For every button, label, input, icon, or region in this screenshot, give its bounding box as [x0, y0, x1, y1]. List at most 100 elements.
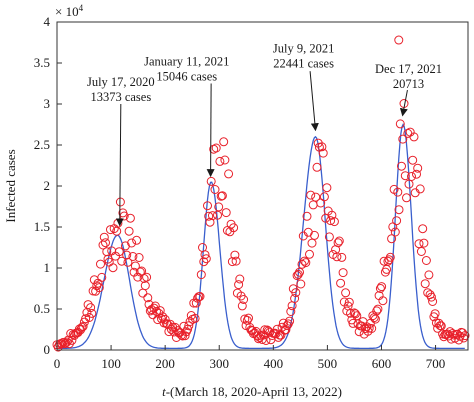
observed-point	[326, 216, 336, 226]
observed-point	[139, 274, 149, 283]
observed-point	[99, 232, 109, 242]
observed-point	[135, 267, 145, 277]
observed-point	[140, 281, 150, 291]
observed-point	[183, 324, 193, 334]
observed-point	[208, 211, 217, 221]
observed-point	[86, 303, 96, 313]
annotation-text: January 11, 2021	[144, 54, 229, 68]
y-tick-label: 1.5	[34, 219, 50, 234]
observed-point	[296, 279, 306, 289]
observed-point	[412, 169, 421, 179]
observed-point	[312, 162, 322, 172]
observed-point	[134, 253, 144, 262]
observed-point	[128, 252, 138, 261]
annotation-text: July 17, 2020	[87, 75, 155, 89]
observed-point	[290, 294, 300, 303]
observed-point	[203, 201, 212, 211]
observed-point	[142, 272, 152, 282]
observed-point	[87, 308, 97, 318]
observed-point	[310, 230, 319, 240]
observed-point	[191, 298, 201, 308]
observed-point	[301, 258, 311, 268]
observed-point	[78, 322, 88, 331]
x-tick-label: 700	[426, 356, 446, 371]
observed-point	[180, 331, 190, 341]
observed-point	[108, 263, 118, 273]
observed-point	[235, 274, 245, 284]
observed-point	[305, 249, 314, 259]
x-tick-label: 0	[54, 356, 61, 371]
observed-point	[346, 308, 355, 318]
observed-point	[77, 322, 87, 332]
observed-point	[341, 288, 351, 298]
x-tick-label: 600	[372, 356, 392, 371]
observed-point	[285, 316, 295, 326]
observed-point	[138, 288, 148, 298]
x-tick-label: 400	[264, 356, 284, 371]
observed-point	[239, 295, 249, 304]
observed-point	[231, 256, 241, 266]
observed-point	[196, 270, 206, 280]
observed-point	[398, 134, 408, 144]
observed-point	[160, 314, 170, 324]
x-tick-label: 500	[318, 356, 338, 371]
observed-point	[97, 272, 107, 282]
observed-point	[336, 278, 346, 288]
x-tick-label: 100	[101, 356, 121, 371]
observed-point	[392, 216, 402, 226]
y-tick-label: 4	[44, 14, 51, 29]
observed-point	[375, 284, 385, 293]
annotation-arrow	[115, 103, 124, 227]
observed-point	[372, 306, 382, 316]
observed-point	[291, 288, 301, 298]
observed-point	[302, 211, 312, 221]
annotation-text: 13373 cases	[90, 90, 151, 104]
observed-point	[324, 232, 334, 242]
fitted-series-line	[57, 123, 465, 350]
annotation-arrow	[206, 83, 215, 178]
observed-point	[190, 313, 200, 323]
annotation-text: July 9, 2021	[273, 41, 334, 55]
observed-point	[311, 192, 321, 202]
observed-point	[460, 331, 470, 341]
observed-point	[367, 324, 377, 333]
observed-point	[113, 218, 123, 228]
observed-point	[122, 250, 132, 260]
x-axis-title: t-(March 18, 2020-April 13, 2022)	[162, 384, 342, 399]
y-axis-title: Infected cases	[3, 149, 18, 222]
annotation-arrow	[399, 89, 408, 117]
observed-point	[458, 328, 467, 338]
observed-points-layer	[52, 35, 470, 352]
observed-point	[407, 172, 416, 181]
observed-point	[193, 293, 203, 303]
observed-point	[224, 169, 234, 179]
observed-point-outlier	[394, 35, 404, 45]
observed-point	[378, 296, 388, 306]
observed-point	[217, 191, 227, 201]
observed-point	[385, 252, 395, 262]
observed-point	[426, 292, 436, 302]
exponent-base: × 10	[55, 4, 79, 19]
observed-point	[317, 142, 327, 152]
observed-point	[334, 236, 344, 246]
observed-point	[169, 327, 179, 337]
observed-point	[421, 256, 431, 265]
y-tick-label: 3.5	[34, 55, 50, 70]
observed-point	[143, 293, 153, 303]
observed-point	[420, 279, 430, 289]
y-tick-label: 3	[44, 96, 51, 111]
annotation-text: 15046 cases	[156, 69, 217, 83]
observed-point	[227, 257, 237, 267]
observed-point	[104, 257, 114, 267]
observed-point	[199, 257, 209, 267]
observed-point	[306, 190, 316, 200]
observed-point	[200, 250, 210, 260]
observed-point	[165, 319, 175, 329]
exponent-label: × 104	[55, 3, 84, 19]
observed-point	[132, 235, 142, 245]
observed-point	[333, 238, 343, 248]
observed-point	[397, 161, 406, 171]
observed-point	[181, 327, 191, 337]
